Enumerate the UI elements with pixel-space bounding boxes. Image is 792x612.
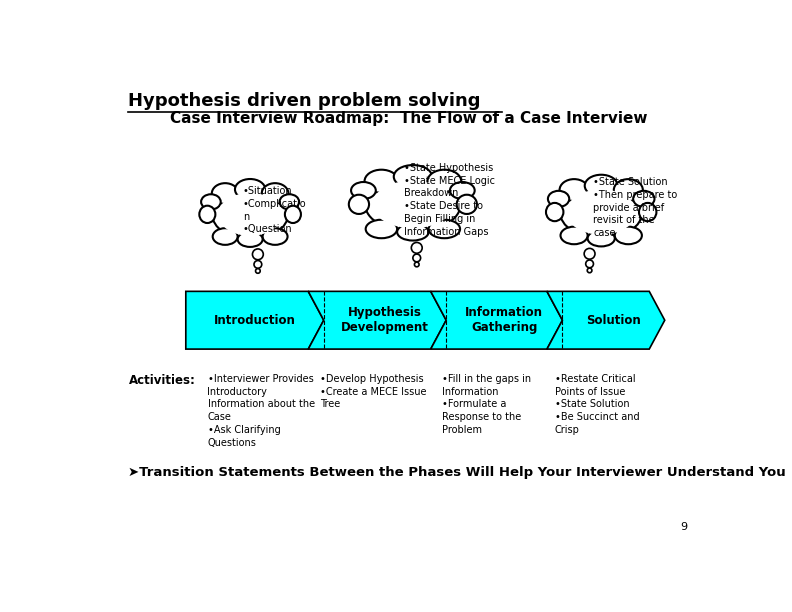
Ellipse shape: [457, 195, 477, 214]
Ellipse shape: [285, 206, 301, 223]
Ellipse shape: [546, 203, 563, 221]
Ellipse shape: [212, 189, 288, 239]
Ellipse shape: [566, 189, 636, 235]
Ellipse shape: [200, 206, 215, 223]
Ellipse shape: [561, 226, 588, 244]
Text: •Develop Hypothesis
•Create a MECE Issue
Tree: •Develop Hypothesis •Create a MECE Issue…: [320, 374, 426, 409]
Ellipse shape: [364, 170, 398, 193]
Ellipse shape: [366, 220, 397, 238]
Ellipse shape: [639, 203, 657, 221]
Text: •Fill in the gaps in
Information
•Formulate a
Response to the
Problem: •Fill in the gaps in Information •Formul…: [442, 374, 531, 435]
Ellipse shape: [263, 228, 287, 245]
Ellipse shape: [584, 175, 618, 196]
Ellipse shape: [201, 194, 221, 209]
Ellipse shape: [394, 165, 432, 188]
Ellipse shape: [559, 179, 588, 201]
Circle shape: [587, 268, 592, 273]
Polygon shape: [547, 291, 664, 349]
Circle shape: [584, 248, 595, 259]
Ellipse shape: [450, 182, 474, 199]
Ellipse shape: [351, 182, 375, 199]
Ellipse shape: [238, 232, 263, 247]
Ellipse shape: [261, 183, 288, 204]
Ellipse shape: [211, 183, 238, 204]
Circle shape: [253, 249, 263, 259]
Circle shape: [254, 261, 261, 268]
Text: Hypothesis driven problem solving: Hypothesis driven problem solving: [128, 92, 481, 110]
Ellipse shape: [588, 230, 615, 247]
Text: •State Hypothesis
•State MECE Logic
Breakdown
•State Desire to
Begin Filling in
: •State Hypothesis •State MECE Logic Brea…: [404, 163, 495, 237]
Text: Solution: Solution: [586, 314, 641, 327]
Ellipse shape: [213, 228, 238, 245]
Text: •State Solution
•Then prepare to
provide a brief
revisit of the
case: •State Solution •Then prepare to provide…: [593, 177, 678, 238]
Ellipse shape: [218, 193, 282, 236]
Text: •Restate Critical
Points of Issue
•State Solution
•Be Succinct and
Crisp: •Restate Critical Points of Issue •State…: [554, 374, 639, 435]
Circle shape: [256, 269, 261, 273]
Polygon shape: [308, 291, 446, 349]
Text: •Interviewer Provides
Introductory
Information about the
Case
•Ask Clarifying
Qu: •Interviewer Provides Introductory Infor…: [208, 374, 314, 448]
Ellipse shape: [548, 191, 569, 207]
Text: Activities:: Activities:: [128, 374, 196, 387]
Ellipse shape: [428, 220, 460, 238]
Polygon shape: [431, 291, 562, 349]
Text: 9: 9: [680, 521, 687, 532]
Ellipse shape: [615, 226, 642, 244]
Ellipse shape: [280, 194, 299, 209]
Circle shape: [413, 254, 421, 262]
Ellipse shape: [428, 170, 461, 193]
Ellipse shape: [372, 181, 453, 228]
Circle shape: [414, 262, 419, 267]
Text: ➤Transition Statements Between the Phases Will Help Your Interviewer Understand : ➤Transition Statements Between the Phase…: [128, 466, 786, 479]
Ellipse shape: [633, 191, 654, 207]
Circle shape: [586, 260, 593, 267]
Polygon shape: [186, 291, 324, 349]
Text: Case Interview Roadmap:  The Flow of a Case Interview: Case Interview Roadmap: The Flow of a Ca…: [170, 111, 648, 126]
Circle shape: [411, 242, 422, 253]
Ellipse shape: [397, 223, 428, 241]
Ellipse shape: [560, 185, 642, 239]
Text: Information
Gathering: Information Gathering: [466, 306, 543, 334]
Ellipse shape: [348, 195, 369, 214]
Ellipse shape: [235, 179, 265, 200]
Text: •Situation
•Complicatio
n
•Question: •Situation •Complicatio n •Question: [243, 186, 307, 234]
Ellipse shape: [614, 179, 643, 201]
Text: Introduction: Introduction: [214, 314, 295, 327]
Ellipse shape: [365, 177, 461, 232]
Text: Hypothesis
Development: Hypothesis Development: [341, 306, 429, 334]
